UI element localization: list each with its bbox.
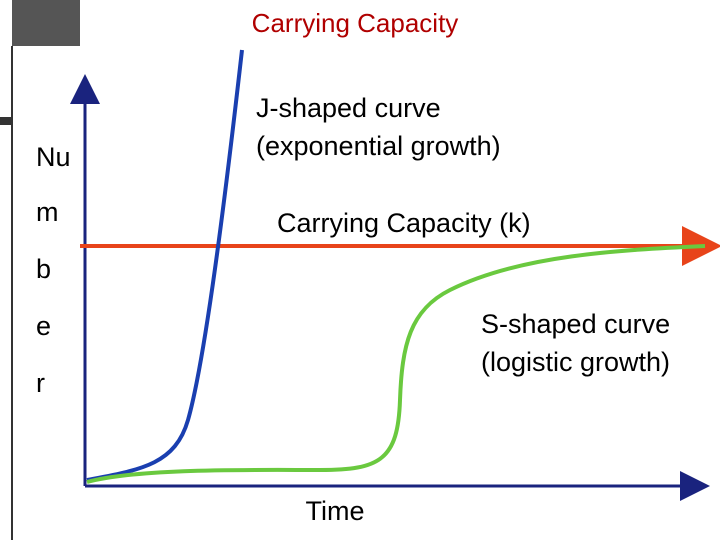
- annotation: J-shaped curve: [256, 93, 441, 123]
- title: Carrying Capacity: [252, 8, 459, 38]
- annotation: (exponential growth): [256, 131, 501, 161]
- y-label-part: m: [36, 197, 59, 227]
- annotation: S-shaped curve: [481, 309, 670, 339]
- s-curve: [86, 244, 706, 484]
- y-label-part: r: [36, 368, 45, 398]
- annotation: (logistic growth): [481, 347, 670, 377]
- decor-band: [12, 0, 80, 46]
- y-label-part: e: [36, 311, 51, 341]
- y-label-part: Nu: [36, 142, 71, 172]
- decor-mark: [0, 117, 12, 125]
- j-curve: [86, 49, 244, 482]
- annotation: Carrying Capacity (k): [277, 208, 531, 238]
- y-label-part: b: [36, 254, 51, 284]
- x-axis-label: Time: [306, 496, 365, 526]
